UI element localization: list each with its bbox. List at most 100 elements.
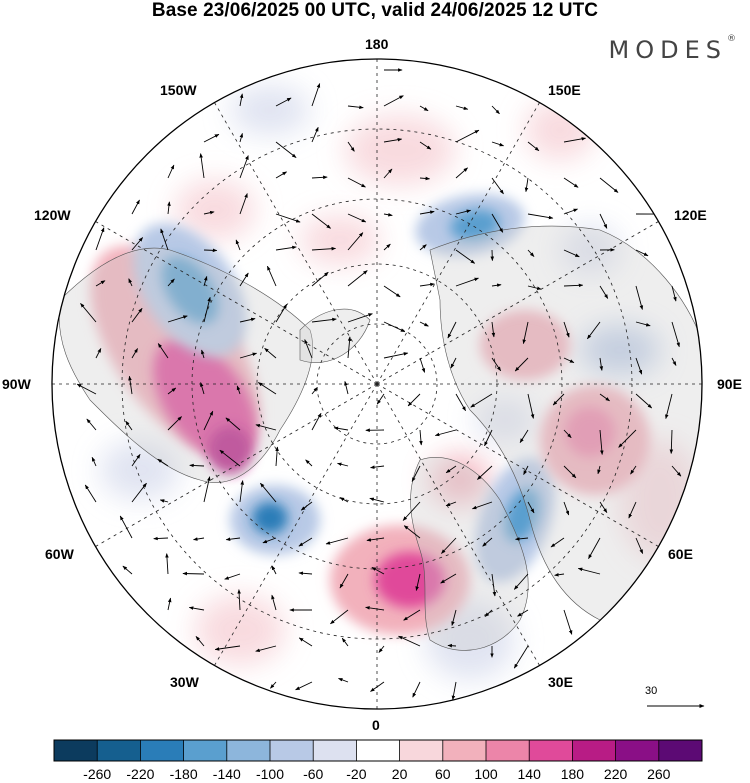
wind-vector: [167, 315, 188, 323]
wind-vector: [193, 537, 205, 541]
wind-vector: [153, 536, 169, 541]
wind-vector: [311, 83, 321, 107]
wind-vector: [200, 382, 205, 395]
anomaly-center-kara-sea: [505, 338, 545, 366]
wind-vector: [347, 141, 355, 152]
land-mass: [410, 457, 529, 651]
wind-vector: [80, 303, 97, 323]
colorbar-swatch: [529, 740, 573, 761]
wind-vector: [484, 609, 493, 617]
wind-vector: [337, 462, 349, 467]
wind-vector: [447, 643, 457, 648]
wind-vector: [157, 343, 169, 359]
wind-vector: [527, 213, 554, 220]
wind-vector: [122, 565, 133, 575]
wind-vector: [527, 285, 542, 290]
wind-vector: [455, 105, 469, 110]
wind-vector: [455, 277, 479, 287]
wind-vector: [371, 567, 385, 575]
wind-vector: [445, 501, 457, 507]
wind-vector: [311, 271, 329, 287]
wind-vector: [239, 132, 244, 143]
wind-vector: [341, 637, 349, 647]
wind-vector: [347, 213, 367, 223]
wind-vector: [383, 352, 409, 359]
wind-vector: [419, 357, 426, 373]
wind-vector: [311, 387, 318, 395]
wind-vector: [455, 393, 466, 412]
colorbar-tick-label: -20: [346, 766, 367, 782]
wind-vector: [630, 465, 637, 475]
wind-vector: [412, 681, 421, 698]
anomaly-center-western-russia: [504, 488, 540, 542]
wind-vector: [347, 270, 368, 287]
wind-vector: [513, 573, 529, 590]
wind-vector: [95, 280, 106, 287]
wind-vector: [514, 357, 529, 372]
meridian-line: [376, 383, 540, 666]
wind-vector: [275, 245, 297, 251]
anomaly-patch: [230, 85, 310, 135]
wind-vector: [203, 210, 215, 215]
wind-vector: [491, 357, 502, 372]
colorbar-swatch: [399, 740, 443, 761]
wind-vector: [271, 565, 277, 575]
wind-vector: [275, 141, 297, 158]
lon-label-90e: 90E: [717, 376, 742, 392]
wind-vector: [338, 677, 349, 683]
wind-vector: [260, 482, 277, 503]
wind-vector: [455, 209, 472, 215]
lon-label-30e: 30E: [548, 674, 573, 690]
wind-vector: [402, 501, 421, 521]
wind-vector: [552, 393, 565, 406]
wind-vector: [95, 227, 105, 251]
lon-label-120w: 120W: [34, 207, 71, 223]
wind-vector: [239, 193, 248, 215]
colorbar-swatch: [615, 740, 659, 761]
wind-vector: [376, 393, 385, 405]
colorbar-tick-label: 140: [517, 766, 541, 782]
wind-vector: [131, 348, 138, 359]
colorbar-swatch: [270, 740, 314, 761]
wind-vector: [203, 133, 220, 143]
wind-vector: [491, 573, 497, 597]
wind-vector: [131, 237, 144, 251]
wind-vector: [491, 213, 504, 233]
wind-vector: [445, 465, 457, 474]
wind-vector: [383, 285, 401, 298]
colorbar-swatch: [183, 740, 227, 761]
colorbar-tick-label: -220: [126, 766, 155, 782]
colorbar-swatch: [54, 740, 98, 761]
colorbar-swatch: [356, 740, 400, 761]
anomaly-field: [90, 85, 700, 680]
wind-vector: [665, 393, 673, 420]
wind-vector: [203, 476, 211, 503]
colorbar-tick-label: 260: [647, 766, 671, 782]
meridian-line: [95, 383, 378, 547]
map-title: Base 23/06/2025 00 UTC, valid 24/06/2025…: [151, 0, 599, 21]
wind-vector: [550, 537, 565, 548]
wind-vector: [519, 429, 529, 443]
wind-vector: [275, 171, 287, 179]
wind-vector: [599, 285, 609, 299]
wind-vector: [635, 285, 644, 310]
wind-vector: [527, 249, 535, 257]
wind-vector: [275, 303, 288, 323]
wind-vectors: [76, 68, 682, 701]
wind-vector: [239, 480, 244, 503]
wind-vector: [554, 572, 565, 577]
anomaly-patch: [100, 440, 180, 500]
wind-vector: [482, 537, 493, 547]
wind-vector: [295, 681, 313, 691]
wind-vector: [588, 537, 601, 559]
wind-vector: [491, 321, 496, 338]
wind-vector: [347, 313, 373, 323]
wind-vector: [407, 393, 421, 407]
wind-vector: [271, 594, 277, 611]
colorbar-tick-label: 220: [603, 766, 628, 782]
wind-vector: [203, 248, 218, 253]
anomaly-patch: [560, 225, 620, 275]
wind-vector: [311, 175, 328, 180]
wind-vector: [563, 429, 572, 439]
graticule: [52, 59, 702, 709]
